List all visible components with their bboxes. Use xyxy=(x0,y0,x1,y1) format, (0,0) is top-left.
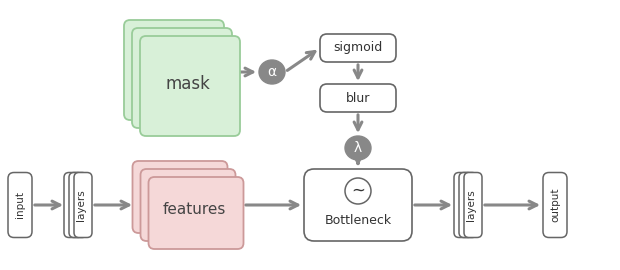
FancyBboxPatch shape xyxy=(141,169,236,241)
Text: Bottleneck: Bottleneck xyxy=(324,214,392,228)
FancyBboxPatch shape xyxy=(320,34,396,62)
FancyBboxPatch shape xyxy=(8,173,32,238)
FancyBboxPatch shape xyxy=(124,20,224,120)
FancyBboxPatch shape xyxy=(459,173,477,238)
Text: blur: blur xyxy=(346,92,370,104)
FancyBboxPatch shape xyxy=(132,28,232,128)
Text: mask: mask xyxy=(166,75,210,93)
FancyBboxPatch shape xyxy=(64,173,82,238)
Ellipse shape xyxy=(259,60,285,84)
FancyBboxPatch shape xyxy=(543,173,567,238)
Ellipse shape xyxy=(345,136,371,160)
FancyBboxPatch shape xyxy=(464,173,482,238)
Text: layers: layers xyxy=(466,189,476,221)
FancyBboxPatch shape xyxy=(304,169,412,241)
FancyBboxPatch shape xyxy=(140,36,240,136)
Text: λ: λ xyxy=(354,141,362,155)
Text: output: output xyxy=(550,188,560,222)
Text: features: features xyxy=(162,201,226,217)
Circle shape xyxy=(345,178,371,204)
Text: ~: ~ xyxy=(351,182,365,200)
FancyBboxPatch shape xyxy=(320,84,396,112)
FancyBboxPatch shape xyxy=(69,173,87,238)
FancyBboxPatch shape xyxy=(149,177,244,249)
FancyBboxPatch shape xyxy=(74,173,92,238)
FancyBboxPatch shape xyxy=(454,173,472,238)
Text: α: α xyxy=(267,65,277,79)
Text: sigmoid: sigmoid xyxy=(334,42,383,55)
Text: input: input xyxy=(15,191,25,218)
FancyBboxPatch shape xyxy=(133,161,228,233)
Text: layers: layers xyxy=(76,189,86,221)
